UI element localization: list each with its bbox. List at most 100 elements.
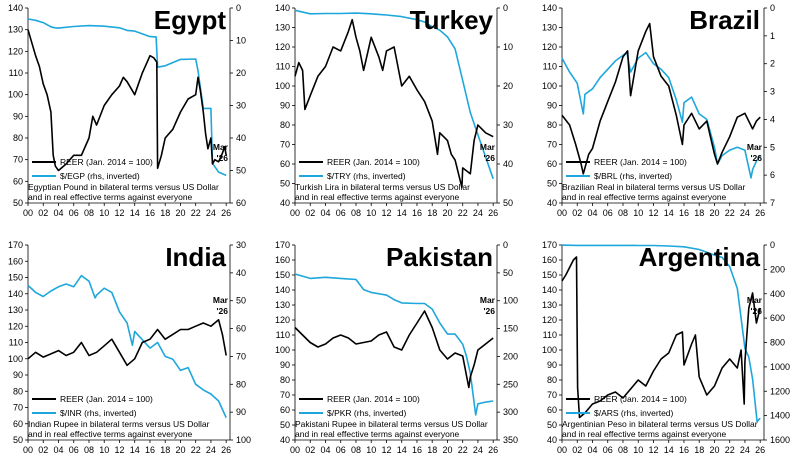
caption-line-1: Egyptian Pound in bilateral terms versus… — [28, 182, 219, 192]
asof-label: '26 — [217, 306, 229, 316]
y2-tick-label: 5 — [770, 142, 775, 152]
x-tick-label: 20 — [175, 445, 185, 455]
x-tick-label: 18 — [160, 208, 170, 218]
x-tick-label: 18 — [694, 208, 704, 218]
x-tick-label: 22 — [458, 208, 468, 218]
chart-title: Turkey — [410, 5, 494, 35]
y2-tick-label: 150 — [503, 324, 518, 334]
x-tick-label: 00 — [557, 208, 567, 218]
legend-label-reer: REER (Jan. 2014 = 100) — [60, 394, 153, 404]
y-tick-label: 130 — [275, 23, 290, 33]
x-tick-label: 26 — [488, 208, 498, 218]
x-tick-label: 18 — [160, 445, 170, 455]
x-tick-label: 08 — [618, 208, 628, 218]
y2-tick-label: 10 — [503, 42, 513, 52]
x-tick-label: 06 — [69, 208, 79, 218]
y-tick-label: 80 — [547, 120, 557, 130]
x-tick-label: 10 — [366, 445, 376, 455]
x-tick-label: 20 — [709, 208, 719, 218]
chart-title: Argentina — [639, 242, 761, 272]
x-tick-label: 26 — [221, 208, 231, 218]
y-tick-label: 50 — [547, 179, 557, 189]
asof-label: Mar — [747, 295, 763, 305]
y-tick-label: 80 — [547, 375, 557, 385]
y-tick-label: 120 — [275, 315, 290, 325]
y2-tick-label: 60 — [236, 324, 246, 334]
chart-title: India — [165, 242, 226, 272]
y-tick-label: 130 — [8, 25, 23, 35]
caption-line-2: and in real effective terms against ever… — [28, 429, 193, 439]
caption-line-1: Indian Rupee in bilateral terms versus U… — [28, 419, 210, 429]
asof-label: '26 — [217, 153, 229, 163]
x-tick-label: 06 — [336, 445, 346, 455]
y2-tick-label: 0 — [236, 3, 241, 13]
y2-tick-label: 3 — [770, 87, 775, 97]
asof-label: Mar — [480, 142, 496, 152]
y-tick-label: 110 — [543, 62, 557, 72]
x-tick-label: 20 — [442, 445, 452, 455]
y2-tick-label: 40 — [503, 159, 513, 169]
chart-india: 50 60 70 80 90 100 110 120 130 140 150 160 170 30 40 50… — [8, 240, 251, 455]
x-tick-label: 24 — [473, 445, 483, 455]
x-tick-label: 26 — [755, 208, 765, 218]
y2-tick-label: 50 — [503, 268, 513, 278]
y-tick-label: 100 — [542, 345, 557, 355]
series-line-reer — [294, 18, 494, 189]
x-tick-label: 14 — [664, 445, 674, 455]
chart-title: Brazil — [689, 5, 760, 35]
y2-tick-label: 350 — [503, 435, 518, 445]
y-tick-label: 110 — [276, 330, 290, 340]
legend-label-reer: REER (Jan. 2014 = 100) — [594, 394, 687, 404]
x-tick-label: 00 — [23, 445, 33, 455]
y2-tick-label: 1 — [770, 31, 775, 41]
y2-tick-label: 80 — [236, 379, 246, 389]
x-tick-label: 14 — [397, 208, 407, 218]
asof-label: '26 — [751, 153, 763, 163]
x-tick-label: 06 — [603, 208, 613, 218]
caption-line-2: and in real effective terms against ever… — [562, 192, 727, 202]
y-tick-label: 160 — [275, 255, 290, 265]
y-tick-label: 100 — [275, 345, 290, 355]
y2-tick-label: 0 — [503, 240, 508, 250]
y-tick-label: 90 — [547, 360, 557, 370]
x-tick-label: 04 — [320, 208, 330, 218]
x-tick-label: 02 — [38, 208, 48, 218]
x-tick-label: 18 — [694, 445, 704, 455]
y2-tick-label: 30 — [503, 120, 513, 130]
y2-tick-label: 800 — [770, 338, 785, 348]
y-tick-label: 70 — [13, 155, 23, 165]
y-tick-label: 130 — [275, 300, 290, 310]
y-tick-label: 160 — [542, 255, 557, 265]
y-tick-label: 140 — [275, 3, 290, 13]
caption-line-1: Pakistani Rupee in bilateral terms versu… — [295, 419, 488, 429]
y-tick-label: 60 — [280, 159, 290, 169]
x-tick-label: 14 — [664, 208, 674, 218]
x-tick-label: 16 — [412, 208, 422, 218]
y-tick-label: 50 — [547, 420, 557, 430]
x-tick-label: 24 — [740, 445, 750, 455]
y2-tick-label: 4 — [770, 114, 775, 124]
x-tick-label: 02 — [305, 445, 315, 455]
x-tick-label: 04 — [587, 445, 597, 455]
x-tick-label: 22 — [191, 445, 201, 455]
y2-tick-label: 50 — [236, 166, 246, 176]
series-line-fx — [561, 244, 761, 423]
caption-line-1: Argentinian Peso in bilateral terms vers… — [562, 419, 758, 429]
y2-tick-label: 300 — [503, 407, 518, 417]
legend-label-fx: $/INR (rhs, inverted) — [60, 408, 137, 418]
x-tick-label: 22 — [191, 208, 201, 218]
y-tick-label: 90 — [280, 360, 290, 370]
panel-india: 50 60 70 80 90 100 110 120 130 140 150 160 170 30 40 50… — [0, 237, 266, 473]
y-tick-label: 110 — [9, 338, 23, 348]
y-tick-label: 90 — [13, 111, 23, 121]
x-tick-label: 08 — [84, 445, 94, 455]
series-line-reer — [561, 22, 761, 175]
x-tick-label: 22 — [458, 445, 468, 455]
y-tick-label: 80 — [280, 120, 290, 130]
y2-tick-label: 50 — [236, 296, 246, 306]
asof-label: '26 — [484, 306, 496, 316]
chart-pakistan: 40 50 60 70 80 90 100 110 120 130 140 150 160 170 0 50 1… — [275, 240, 518, 455]
legend-label-reer: REER (Jan. 2014 = 100) — [327, 394, 420, 404]
